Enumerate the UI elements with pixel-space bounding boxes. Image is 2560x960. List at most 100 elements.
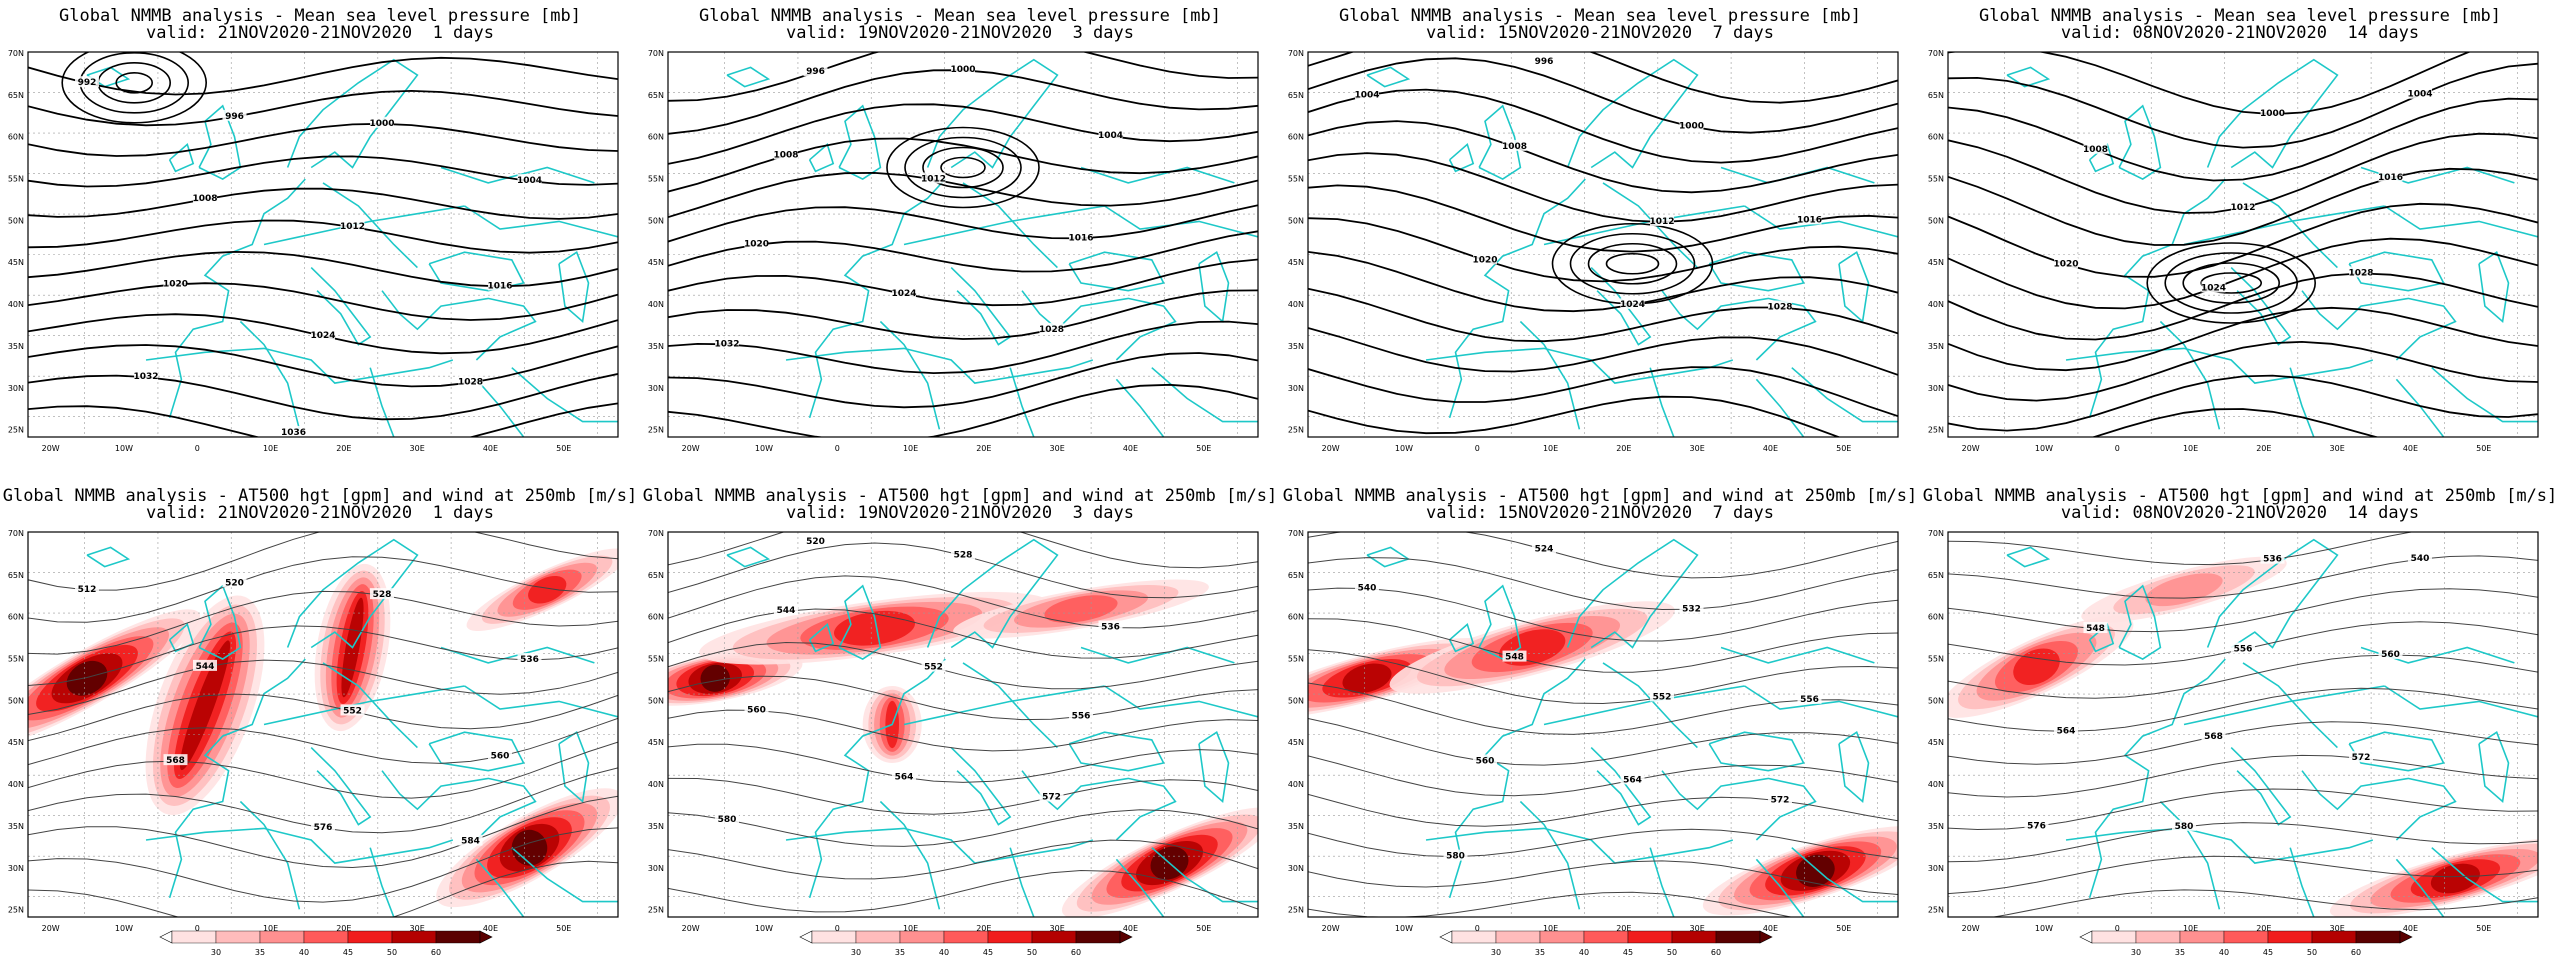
contour-label: 552: [924, 663, 943, 673]
lat-tick-label: 65N: [1928, 571, 1944, 580]
lat-tick-label: 55N: [1288, 655, 1304, 664]
map-plot: 992 996 1000 1004 1008 1012 1016 1020 1024 1028 10…: [8, 49, 619, 453]
lon-tick-label: 30E: [1050, 924, 1065, 933]
contour-label: 584: [461, 837, 480, 847]
contour-label: 580: [718, 815, 737, 825]
lon-tick-label: 20E: [976, 924, 991, 933]
contour-label: 580: [1446, 852, 1465, 862]
contour-label: 1020: [1472, 255, 1497, 265]
lat-tick-label: 55N: [8, 655, 24, 664]
colorbar-tick-label: 60: [2351, 948, 2361, 957]
lon-tick-label: 20E: [976, 444, 991, 453]
contour-label: 1004: [517, 176, 542, 186]
lat-tick-label: 30N: [1928, 864, 1944, 873]
contour-label: 1008: [773, 150, 798, 160]
contour-label: 1008: [1502, 142, 1527, 152]
lat-tick-label: 40N: [1928, 300, 1944, 309]
lon-tick-label: 10E: [1543, 444, 1558, 453]
lon-tick-label: 10W: [115, 924, 133, 933]
lat-tick-label: 45N: [1928, 738, 1944, 747]
lon-tick-label: 40E: [1763, 924, 1778, 933]
contour-label: 1024: [310, 331, 335, 341]
lat-tick-label: 65N: [1288, 91, 1304, 100]
lon-tick-label: 20E: [336, 924, 351, 933]
panel-valid-date: valid: 15NOV2020-21NOV2020 7 days: [1426, 23, 1774, 43]
lat-tick-label: 70N: [1288, 49, 1304, 58]
colorbar-tick-label: 45: [1623, 948, 1633, 957]
contour-label: 1020: [163, 279, 188, 289]
wind-speed-shading: [1796, 854, 1835, 887]
contour-label: 1012: [340, 222, 365, 232]
contour-label: 1024: [891, 289, 916, 299]
lon-tick-label: 20E: [2256, 444, 2271, 453]
contour-label: 572: [1771, 796, 1790, 806]
lat-tick-label: 40N: [648, 300, 664, 309]
contour-label: 552: [343, 706, 362, 716]
wind-speed-shading: [528, 575, 567, 604]
lon-tick-label: 20E: [2256, 924, 2271, 933]
lon-tick-label: 50E: [1836, 924, 1851, 933]
lat-tick-label: 70N: [8, 529, 24, 538]
wind-speed-shading: [511, 829, 548, 866]
lat-tick-label: 30N: [1928, 384, 1944, 393]
lon-tick-label: 0: [2115, 924, 2120, 933]
wind-speed-shading: [1342, 663, 1392, 694]
lat-tick-label: 25N: [1928, 426, 1944, 435]
contour-label: 520: [806, 537, 825, 547]
colorbar-tick-label: 45: [343, 948, 353, 957]
contour-label: 560: [747, 705, 766, 715]
panel-valid-date: valid: 21NOV2020-21NOV2020 1 days: [146, 503, 494, 523]
lat-tick-label: 55N: [648, 175, 664, 184]
lon-tick-label: 10E: [263, 444, 278, 453]
colorbar-tick-label: 50: [387, 948, 397, 957]
map-plot: 512 520 528 536 544 552 560 568 576 584 70N 65N 60N 5…: [8, 529, 619, 957]
lat-tick-label: 25N: [1928, 906, 1944, 915]
lon-tick-label: 10W: [1395, 444, 1413, 453]
map-plot: 520 528 536 544 552 556 560 564 572 580 70N 65N 60N 5…: [648, 529, 1259, 957]
hgt500-panel-4: Global NMMB analysis - AT500 hgt [gpm] a…: [1920, 480, 2560, 960]
contour-label: 548: [1505, 653, 1524, 663]
contour-label: 544: [196, 662, 215, 672]
contour-label: 992: [78, 78, 97, 88]
lat-tick-label: 45N: [648, 258, 664, 267]
lat-tick-label: 45N: [1288, 738, 1304, 747]
lat-tick-label: 30N: [648, 384, 664, 393]
lat-tick-label: 40N: [1288, 300, 1304, 309]
contour-label: 1024: [1620, 300, 1645, 310]
map-plot: 996 1000 1004 1008 1012 1016 1020 1024 1028 70N 65…: [1288, 49, 1899, 453]
lat-tick-label: 60N: [648, 133, 664, 142]
lon-tick-label: 30E: [1050, 444, 1065, 453]
lat-tick-label: 35N: [1288, 342, 1304, 351]
lat-tick-label: 70N: [1288, 529, 1304, 538]
wind-speed-shading: [1044, 595, 1118, 623]
lat-tick-label: 50N: [1288, 696, 1304, 705]
contour-label: 1008: [192, 194, 217, 204]
colorbar-tick-label: 30: [2131, 948, 2141, 957]
contour-label: 564: [2057, 726, 2076, 736]
lon-tick-label: 20W: [1962, 924, 1980, 933]
lat-tick-label: 65N: [648, 571, 664, 580]
panel-title: Global NMMB analysis - Mean sea level pr…: [59, 6, 581, 26]
lon-tick-label: 50E: [2476, 924, 2491, 933]
colorbar-tick-label: 60: [431, 948, 441, 957]
lat-tick-label: 25N: [1288, 906, 1304, 915]
colorbar-tick-label: 50: [1667, 948, 1677, 957]
lat-tick-label: 25N: [648, 906, 664, 915]
colorbar-tick-label: 50: [2307, 948, 2317, 957]
wind-speed-shading: [700, 664, 730, 692]
lon-tick-label: 50E: [556, 924, 571, 933]
lat-tick-label: 35N: [8, 342, 24, 351]
contour-label: 1004: [2407, 90, 2432, 100]
contour-label: 552: [1653, 692, 1672, 702]
hgt500-panel-3: Global NMMB analysis - AT500 hgt [gpm] a…: [1280, 480, 1920, 960]
panel-valid-date: valid: 08NOV2020-21NOV2020 14 days: [2060, 503, 2420, 523]
panel-valid-date: valid: 08NOV2020-21NOV2020 14 days: [2060, 23, 2420, 43]
contour-label: 536: [2263, 555, 2282, 565]
contour-label: 528: [954, 550, 973, 560]
map-plot: 1000 1004 1008 1012 1016 1020 1024 1028 70N 65N 60…: [1928, 49, 2539, 453]
colorbar-tick-label: 60: [1071, 948, 1081, 957]
contour-label: 560: [491, 751, 510, 761]
lat-tick-label: 50N: [648, 216, 664, 225]
lon-tick-label: 10W: [2035, 444, 2053, 453]
lon-tick-label: 20W: [682, 924, 700, 933]
